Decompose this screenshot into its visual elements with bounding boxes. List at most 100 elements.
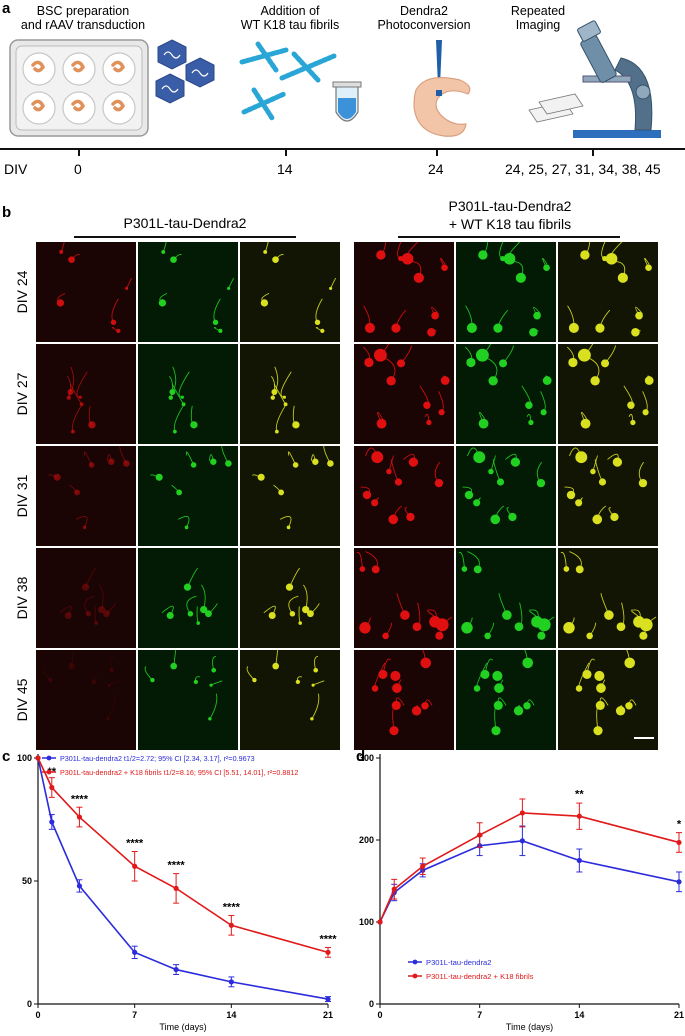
micrograph-tile-r1-c2 <box>138 242 238 342</box>
step-1-line1: BSC preparation <box>36 4 130 18</box>
step-4-text: Repeated Imaging <box>468 4 608 32</box>
step-3-line2: Photoconversion <box>377 18 471 32</box>
micrograph-tile-r4-c4 <box>354 548 454 648</box>
micrograph-tile-r5-c6 <box>558 650 658 750</box>
row-label-text: DIV 27 <box>14 372 30 416</box>
group-left-title: P301L-tau-Dendra2 <box>123 215 247 231</box>
significance-mark: **** <box>223 902 241 914</box>
y-tick-label: 100 <box>359 917 374 927</box>
data-point <box>76 883 83 889</box>
micrograph-tile-r2-c6 <box>558 344 658 444</box>
step-2-text: Addition of WT K18 tau fibrils <box>220 4 360 32</box>
x-tick-label: 0 <box>35 1010 40 1020</box>
data-point <box>132 863 138 869</box>
legend-label-1: P301L-tau-dendra2 t1/2=2.72; 95% CI [2.3… <box>60 754 255 763</box>
group-right-line1: P301L-tau-Dendra2 <box>448 198 572 214</box>
micrograph-tile-r3-c5 <box>456 446 556 546</box>
micrograph-tile-r4-c3 <box>240 548 340 648</box>
step-2-line2: WT K18 tau fibrils <box>240 18 340 32</box>
data-point <box>173 885 179 891</box>
micrograph-tile-r1-c4 <box>354 242 454 342</box>
micrograph-tile-r5-c2 <box>138 650 238 750</box>
data-point <box>420 863 426 869</box>
series-line-1 <box>379 840 680 923</box>
step-1-text: BSC preparation and rAAV transduction <box>8 4 158 32</box>
micrograph-tile-r5-c1 <box>36 650 136 750</box>
significance-mark: **** <box>126 838 144 850</box>
x-tick-label: 14 <box>574 1010 584 1020</box>
significance-mark: ** <box>575 788 584 800</box>
micrograph-tile-r3-c1 <box>36 446 136 546</box>
data-point <box>519 838 525 844</box>
micrograph-tile-r2-c5 <box>456 344 556 444</box>
timeline-tick-14 <box>285 148 287 156</box>
data-point <box>173 966 179 973</box>
data-point <box>377 919 383 925</box>
series-line-2 <box>37 757 329 954</box>
step-1-line2: and rAAV transduction <box>20 18 146 32</box>
group-left-underline <box>74 236 296 238</box>
scale-bar <box>634 737 654 739</box>
data-point <box>132 949 138 955</box>
x-tick-label: 21 <box>674 1010 684 1020</box>
data-point <box>49 784 55 791</box>
micrograph-tile-r4-c2 <box>138 548 238 648</box>
culture-plate-illustration <box>9 39 149 137</box>
timeline-tick-imaging <box>592 148 594 156</box>
micrograph-tile-r2-c4 <box>354 344 454 444</box>
micrograph-tile-r2-c1 <box>36 344 136 444</box>
fibrils-tube-illustration <box>239 41 362 122</box>
x-tick-label: 7 <box>477 1010 482 1020</box>
legend-marker <box>412 973 418 979</box>
micrograph-tile-r4-c5 <box>456 548 556 648</box>
legend-label-2: P301L-tau-dendra2 + K18 fibrils <box>426 972 534 981</box>
data-point <box>49 819 55 825</box>
timeline-tick-24 <box>436 148 438 156</box>
data-point <box>228 979 234 985</box>
legend-marker <box>412 959 418 965</box>
data-point <box>477 832 483 838</box>
y-tick-label: 50 <box>22 876 32 886</box>
row-label-4: DIV 38 <box>12 548 32 648</box>
aav-virus-icon <box>155 39 215 104</box>
micrograph-tile-r2-c3 <box>240 344 340 444</box>
x-tick-label: 0 <box>377 1010 382 1020</box>
group-right-underline <box>398 236 620 238</box>
group-right-line2: + WT K18 tau fibrils <box>448 216 572 232</box>
timeline-label-0: 0 <box>74 161 82 177</box>
data-point <box>76 814 83 820</box>
legend-label-2: P301L-tau-dendra2 + K18 fibrils t1/2=8.1… <box>60 768 298 777</box>
micrograph-tile-r1-c5 <box>456 242 556 342</box>
micrograph-tile-r4-c1 <box>36 548 136 648</box>
legend-marker <box>46 755 52 761</box>
timeline-label-14: 14 <box>277 161 293 177</box>
data-point <box>228 922 234 928</box>
micrograph-tile-r5-c4 <box>354 650 454 750</box>
row-label-text: DIV 24 <box>14 270 30 314</box>
row-label-text: DIV 31 <box>14 474 30 518</box>
data-point <box>676 879 682 885</box>
x-axis-label: Time (days) <box>159 1022 206 1032</box>
panel-label-c: c <box>2 748 11 765</box>
y-tick-label: 100 <box>17 753 32 763</box>
timeline-axis <box>0 148 685 150</box>
significance-mark: **** <box>168 860 186 872</box>
step-3-line1: Dendra2 <box>400 4 448 18</box>
data-point <box>35 755 41 761</box>
row-label-1: DIV 24 <box>12 242 32 342</box>
micrograph-tile-r3-c6 <box>558 446 658 546</box>
row-label-text: DIV 45 <box>14 678 30 722</box>
significance-mark: **** <box>319 934 337 946</box>
legend-marker <box>46 769 52 775</box>
x-tick-label: 21 <box>323 1010 333 1020</box>
group-right-title: P301L-tau-Dendra2 + WT K18 tau fibrils <box>380 197 640 233</box>
data-point <box>576 813 582 819</box>
micrograph-tile-r4-c6 <box>558 548 658 648</box>
microscope-illustration <box>528 20 661 138</box>
row-label-3: DIV 31 <box>12 446 32 546</box>
micrograph-tile-r2-c2 <box>138 344 238 444</box>
row-label-5: DIV 45 <box>12 650 32 750</box>
y-tick-label: 0 <box>27 999 32 1009</box>
step-3-text: Dendra2 Photoconversion <box>354 4 494 32</box>
